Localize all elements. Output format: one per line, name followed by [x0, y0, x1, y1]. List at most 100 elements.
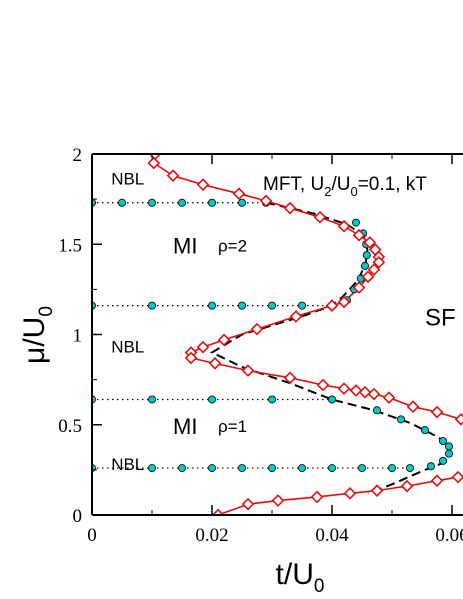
red-diamond-series-7 [271, 494, 285, 507]
annotation-header-part: MFT, U [263, 174, 324, 195]
tick-layer: 0 0.02 0.04 0.06 0 0.5 1 1.5 2 [58, 145, 463, 546]
x-axis-label-main: t/U [276, 558, 314, 591]
x-axis-label: t/U0 [276, 558, 325, 597]
cyan-circle-series-4 [360, 261, 369, 270]
annotation-header-part: 2 [324, 184, 331, 199]
red-diamond-series-6 [259, 194, 273, 208]
y-axis-label-main: μ/U [18, 317, 51, 364]
cyan-circle-series-3 [237, 464, 246, 473]
red-diamond-series-6 [430, 405, 444, 419]
cyan-circle-series-3 [207, 464, 216, 473]
red-diamond-series-7 [451, 470, 463, 484]
cyan-circle-series-3 [327, 464, 336, 473]
cyan-circle-series-3 [267, 464, 276, 473]
x-axis-label-sub: 0 [314, 576, 325, 597]
red-diamond-series-6 [406, 400, 420, 414]
x-tick-label: 0.02 [195, 525, 228, 546]
red-diamond-series-6 [325, 299, 339, 312]
cyan-circle-series-1 [207, 301, 216, 310]
annotation-rho2: ρ=2 [218, 236, 247, 255]
cyan-circle-series-4 [351, 218, 360, 227]
red-diamond-series-6 [217, 333, 231, 347]
annotation-mi2: MI [173, 233, 197, 258]
red-diamond-series-6 [454, 413, 463, 426]
annotation-header-part: /U [331, 174, 350, 195]
cyan-circle-series-2 [267, 395, 276, 404]
red-diamond-series-6 [289, 310, 303, 323]
cyan-circle-series-3 [297, 464, 306, 473]
red-line-series-7 [217, 475, 463, 515]
cyan-circle-series-0 [237, 198, 246, 207]
red-diamond-series-7 [370, 484, 384, 497]
red-diamond-series-6 [367, 387, 381, 401]
cyan-circle-series-0 [147, 198, 156, 207]
y-tick-label: 0.5 [58, 416, 82, 437]
dashed-curve-series-5 [209, 201, 452, 495]
red-diamond-series-6 [358, 385, 372, 399]
annotation-rho1: ρ=1 [218, 417, 247, 436]
annotation-header-part: 0 [350, 184, 357, 199]
cyan-circle-series-3 [147, 464, 156, 473]
red-diamond-series-7 [241, 497, 255, 511]
cyan-circle-series-4 [438, 436, 447, 445]
cyan-circle-series-4 [362, 251, 371, 260]
cyan-circle-series-0 [207, 198, 216, 207]
cyan-circle-series-0 [118, 198, 127, 207]
annotation-header-part: =0.1, kT [358, 174, 428, 195]
red-diamond-series-7 [211, 508, 225, 515]
red-diamond-series-6 [232, 187, 246, 201]
cyan-circle-series-3 [387, 464, 396, 473]
red-diamond-series-6 [349, 384, 363, 397]
data-layer [92, 154, 463, 515]
cyan-circle-series-1 [237, 301, 246, 310]
cyan-circle-series-2 [147, 395, 156, 404]
red-diamond-series-6 [382, 391, 396, 405]
red-diamond-series-6 [316, 378, 330, 392]
red-diamond-series-6 [147, 156, 161, 170]
annotation-nbl-top: NBL [111, 170, 144, 189]
red-diamond-series-6 [196, 178, 210, 192]
cyan-circle-series-1 [147, 301, 156, 310]
cyan-circle-series-4 [420, 426, 429, 435]
red-diamond-series-7 [430, 474, 444, 488]
annotation-layer: MFT, U2/U0=0.1, kT NBL MI ρ=2 SF p NBL MI ρ=1 NB… [111, 170, 463, 474]
red-diamond-series-7 [343, 487, 357, 500]
y-axis-label-sub: 0 [36, 306, 57, 317]
cyan-circle-series-3 [405, 464, 414, 473]
cyan-circle-series-2 [207, 395, 216, 404]
cyan-circle-series-1 [267, 301, 276, 310]
y-tick-label: 2 [73, 145, 83, 166]
cyan-circle-series-4 [444, 442, 453, 451]
x-tick-label: 0.04 [315, 525, 349, 546]
red-diamond-series-6 [363, 236, 377, 249]
red-diamond-series-7 [310, 490, 324, 504]
red-diamond-series-6 [361, 270, 375, 284]
annotation-header: MFT, U2/U0=0.1, kT [263, 174, 427, 199]
cyan-circle-series-3 [177, 464, 186, 473]
y-tick-label: 1.5 [58, 235, 82, 256]
red-diamond-series-6 [241, 364, 255, 377]
annotation-sf: SF p [425, 304, 463, 331]
annotation-nbl-mid: NBL [111, 338, 144, 357]
red-diamond-series-6 [166, 169, 180, 182]
x-tick-label: 0.06 [435, 525, 463, 546]
red-diamond-series-6 [313, 210, 327, 224]
red-diamond-series-6 [337, 295, 351, 309]
annotation-nbl-bot: NBL [111, 455, 144, 474]
x-tick-label: 0 [87, 525, 97, 546]
y-tick-label: 1 [73, 326, 83, 347]
red-diamond-series-6 [372, 255, 386, 269]
cyan-circle-series-4 [426, 462, 435, 471]
red-diamond-series-6 [367, 263, 381, 276]
cyan-circle-series-4 [444, 449, 453, 458]
cyan-circle-series-4 [372, 406, 381, 415]
cyan-circle-series-4 [396, 415, 405, 424]
cyan-circle-series-2 [327, 395, 336, 404]
red-diamond-series-6 [352, 228, 366, 242]
cyan-circle-series-3 [357, 464, 366, 473]
annotation-mi1: MI [173, 414, 197, 439]
red-diamond-series-6 [283, 371, 297, 385]
red-diamond-series-6 [196, 340, 210, 354]
y-axis-label: μ/U0 [18, 306, 57, 364]
